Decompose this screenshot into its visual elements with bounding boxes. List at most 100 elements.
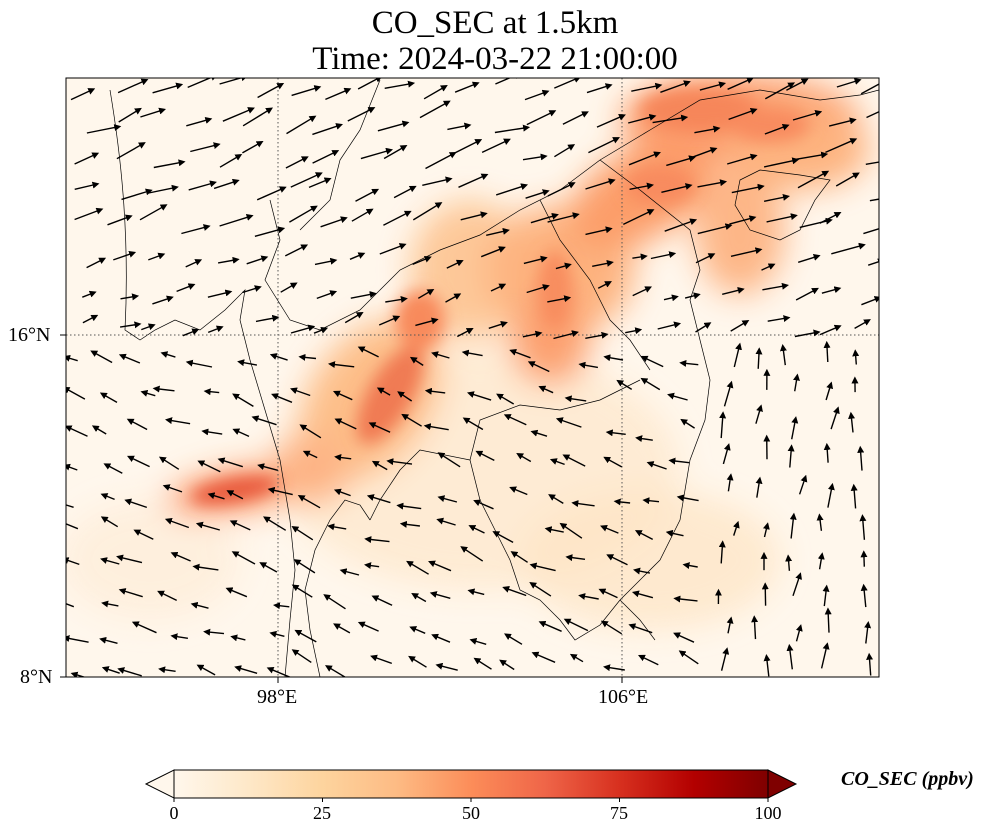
wind-arrow: [509, 486, 528, 496]
wind-arrow: [428, 560, 452, 572]
wind-arrow: [555, 417, 582, 428]
wind-arrow: [854, 319, 871, 330]
wind-arrow: [201, 428, 223, 436]
wind-arrow: [423, 85, 448, 100]
wind-arrow: [99, 636, 118, 644]
wind-arrow: [456, 328, 474, 338]
wind-arrow: [357, 621, 379, 632]
wind-arrow: [86, 257, 107, 269]
wind-arrow: [141, 323, 156, 331]
wind-arrow: [460, 546, 484, 562]
wind-arrow: [226, 490, 244, 500]
wind-arrow: [527, 361, 550, 373]
colorbar-tick-50: 50: [462, 803, 480, 823]
colorbar-tick-25: 25: [313, 803, 331, 823]
wind-arrow: [259, 562, 278, 573]
wind-arrow: [66, 425, 88, 437]
wind-arrow: [597, 281, 612, 289]
wind-arrow: [435, 662, 458, 671]
wind-arrow: [332, 390, 353, 401]
wind-arrow: [544, 526, 564, 534]
wind-arrow: [578, 361, 599, 369]
wind-arrow: [70, 88, 96, 101]
wind-arrow: [462, 417, 484, 431]
wind-arrow: [291, 525, 314, 541]
wind-arrow: [217, 256, 240, 264]
wind-arrow: [273, 602, 290, 610]
wind-arrow: [596, 114, 626, 128]
wind-arrow: [603, 456, 623, 468]
wind-arrow: [207, 492, 225, 500]
wind-arrow: [219, 214, 254, 227]
wind-arrow: [852, 349, 860, 365]
wind-arrow: [461, 349, 483, 357]
wind-arrow: [822, 584, 830, 607]
lon-tick-106: 106°E: [598, 686, 649, 708]
wind-arrow: [524, 89, 550, 101]
wind-arrow: [661, 183, 693, 193]
wind-arrow: [266, 666, 291, 677]
wind-arrow: [90, 350, 113, 364]
wind-arrow: [188, 180, 217, 191]
wind-arrow: [257, 82, 285, 99]
wind-arrow: [762, 282, 789, 291]
wind-arrow: [139, 204, 168, 221]
wind-arrow: [294, 629, 317, 643]
wind-arrow: [333, 623, 351, 634]
wind-arrow: [860, 583, 868, 608]
wind-arrow: [825, 138, 858, 154]
wind-arrow: [629, 182, 654, 190]
wind-arrow: [824, 607, 832, 633]
wind-arrow: [66, 354, 78, 362]
wind-arrow: [564, 395, 587, 403]
wind-arrow: [861, 296, 879, 306]
wind-arrow: [377, 120, 410, 132]
wind-arrow: [185, 359, 213, 368]
wind-arrow: [729, 215, 757, 225]
wind-arrow: [412, 202, 443, 221]
wind-arrow: [158, 666, 176, 674]
wind-arrow: [113, 250, 137, 261]
wind-arrow: [827, 482, 835, 508]
wind-arrow: [663, 294, 679, 302]
wind-arrow: [585, 178, 616, 190]
wind-arrow: [538, 385, 554, 394]
wind-arrow: [213, 178, 240, 190]
wind-arrow: [66, 523, 79, 530]
wind-arrow: [437, 495, 458, 503]
wind-arrow: [347, 107, 376, 122]
wind-arrow: [436, 517, 456, 526]
wind-arrow: [719, 411, 727, 439]
wind-arrow: [313, 327, 329, 334]
wind-arrow: [334, 454, 352, 461]
wind-arrow: [357, 78, 383, 90]
wind-arrow: [791, 416, 799, 440]
wind-arrow: [779, 344, 787, 366]
wind-arrow: [616, 379, 633, 390]
wind-arrow: [232, 393, 254, 407]
wind-arrow: [298, 353, 317, 361]
wind-arrow: [291, 584, 313, 598]
wind-arrow: [816, 513, 824, 531]
wind-arrow: [789, 512, 797, 539]
wind-arrow: [324, 665, 347, 677]
wind-arrow: [823, 442, 831, 463]
wind-arrow: [473, 499, 494, 510]
wind-vector-field: [66, 78, 879, 677]
wind-arrow: [793, 373, 800, 392]
wind-arrow: [458, 173, 489, 188]
wind-arrow: [119, 321, 142, 329]
wind-arrow: [646, 461, 667, 470]
wind-arrow: [152, 295, 174, 305]
wind-arrow: [516, 453, 532, 463]
wind-arrow: [622, 209, 655, 226]
wind-arrow: [187, 78, 218, 89]
wind-arrow: [316, 290, 338, 300]
wind-arrow: [830, 406, 840, 430]
wind-arrow: [565, 554, 586, 562]
wind-arrow: [447, 122, 472, 131]
wind-arrow: [529, 581, 552, 597]
wind-arrow: [673, 632, 695, 643]
wind-arrow: [699, 81, 727, 91]
wind-arrow: [673, 595, 698, 603]
